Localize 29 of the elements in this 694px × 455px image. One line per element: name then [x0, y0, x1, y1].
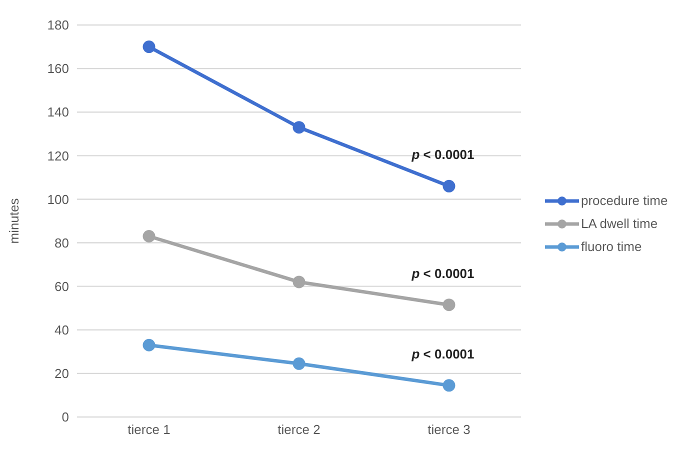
- y-tick-label: 60: [54, 278, 69, 294]
- y-tick-label: 180: [47, 18, 69, 33]
- point: [292, 357, 306, 370]
- x-tick-label: tierce 3: [428, 422, 470, 438]
- point: [142, 338, 156, 352]
- point: [442, 379, 456, 392]
- annotation: p < 0.0001: [410, 346, 474, 362]
- y-tick-label: 140: [47, 104, 69, 120]
- point: [142, 230, 156, 242]
- y-tick-label: 100: [47, 192, 69, 207]
- y-tick-label: 160: [47, 61, 69, 76]
- x-tick-label: tierce 2: [278, 422, 320, 438]
- annotation: p < 0.0001: [410, 266, 474, 282]
- legend-label: fluoro time: [581, 239, 642, 254]
- point: [442, 298, 456, 312]
- y-tick-label: 20: [54, 366, 69, 382]
- y-tick-label: 120: [47, 148, 69, 164]
- point: [292, 121, 306, 134]
- legend-label: LA dwell time: [581, 216, 658, 231]
- legend-label: procedure time: [581, 193, 668, 208]
- y-tick-label: 80: [54, 235, 69, 250]
- point: [292, 276, 306, 288]
- annotation: p < 0.0001: [410, 148, 474, 163]
- point: [142, 40, 156, 54]
- x-tick-label: tierce 1: [128, 422, 170, 438]
- y-tick-label: 0: [62, 410, 69, 425]
- y-axis-title: minutes: [6, 198, 22, 244]
- y-tick-label: 40: [54, 322, 69, 338]
- point: [442, 180, 456, 192]
